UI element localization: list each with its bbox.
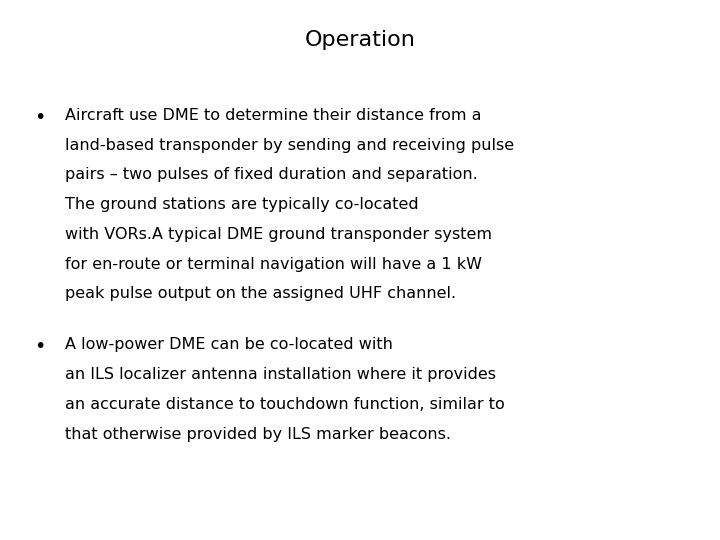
Text: that otherwise provided by ILS marker beacons.: that otherwise provided by ILS marker be… <box>65 427 451 442</box>
Text: land-based transponder by sending and receiving pulse: land-based transponder by sending and re… <box>65 138 514 153</box>
Text: •: • <box>34 108 45 127</box>
Text: pairs – two pulses of fixed duration and separation.: pairs – two pulses of fixed duration and… <box>65 167 477 183</box>
Text: for en-route or terminal navigation will have a 1 kW: for en-route or terminal navigation will… <box>65 256 482 272</box>
Text: A low-power DME can be co-located with: A low-power DME can be co-located with <box>65 338 392 353</box>
Text: Aircraft use DME to determine their distance from a: Aircraft use DME to determine their dist… <box>65 108 481 123</box>
Text: an ILS localizer antenna installation where it provides: an ILS localizer antenna installation wh… <box>65 367 496 382</box>
Text: •: • <box>34 338 45 356</box>
Text: an accurate distance to touchdown function, similar to: an accurate distance to touchdown functi… <box>65 397 505 412</box>
Text: Operation: Operation <box>305 30 415 50</box>
Text: with VORs.A typical DME ground transponder system: with VORs.A typical DME ground transpond… <box>65 227 492 242</box>
Text: peak pulse output on the assigned UHF channel.: peak pulse output on the assigned UHF ch… <box>65 286 456 301</box>
Text: The ground stations are typically co-located: The ground stations are typically co-loc… <box>65 197 418 212</box>
